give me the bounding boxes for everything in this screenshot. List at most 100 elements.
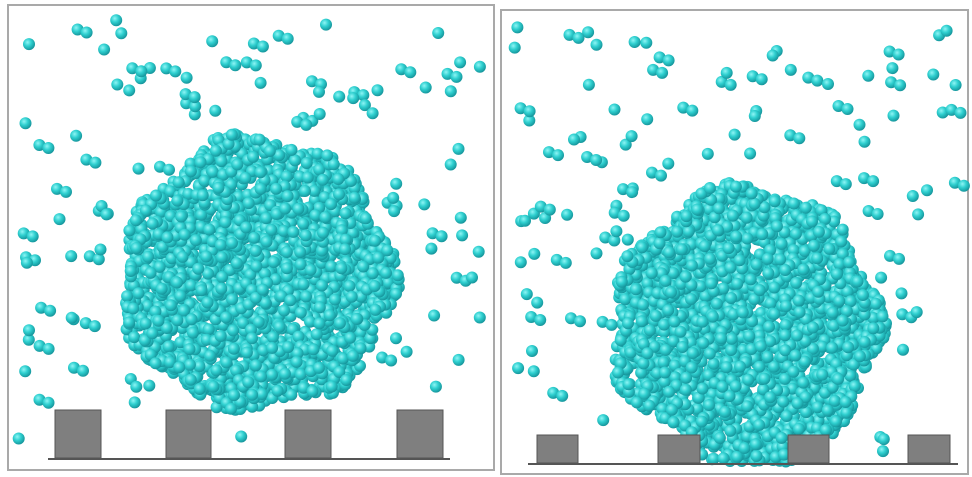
particle [278, 305, 290, 317]
particle [680, 372, 692, 384]
particle [703, 399, 715, 411]
particle [340, 207, 352, 219]
particle [228, 343, 240, 355]
particle [893, 253, 905, 265]
particle [854, 119, 866, 131]
particle [730, 380, 742, 392]
particle [521, 288, 533, 300]
particle [610, 225, 622, 237]
particle [279, 368, 291, 380]
pillar [397, 410, 443, 458]
particle [165, 299, 177, 311]
particle [181, 72, 193, 84]
particle [349, 192, 361, 204]
particle [729, 129, 741, 141]
pillar [537, 435, 578, 463]
particle [146, 327, 158, 339]
particle [837, 224, 849, 236]
pillar [285, 410, 331, 458]
particle [702, 148, 714, 160]
particle [254, 134, 266, 146]
particle [789, 350, 801, 362]
particle [445, 85, 457, 97]
particle [334, 317, 346, 329]
particle [755, 340, 767, 352]
particle [132, 287, 144, 299]
particle [696, 383, 708, 395]
particle [849, 380, 861, 392]
particle [741, 233, 753, 245]
particle [749, 198, 761, 210]
particle [184, 359, 196, 371]
particle [246, 332, 258, 344]
particle [528, 248, 540, 260]
particle [255, 371, 267, 383]
particle [721, 67, 733, 79]
particle [823, 243, 835, 255]
particle [335, 262, 347, 274]
particle [830, 415, 842, 427]
particle [780, 319, 792, 331]
pillar [166, 410, 211, 458]
particle [145, 267, 157, 279]
particle [671, 226, 683, 238]
particle [812, 286, 824, 298]
particle [831, 268, 843, 280]
particle [286, 144, 298, 156]
particle [130, 242, 142, 254]
particle [822, 78, 834, 90]
particle [955, 107, 967, 119]
particle [668, 316, 680, 328]
particle [708, 358, 720, 370]
particle [724, 390, 736, 402]
particle [561, 209, 573, 221]
particle [240, 221, 252, 233]
particle [192, 263, 204, 275]
particle [474, 312, 486, 324]
particle [811, 75, 823, 87]
particle [742, 374, 754, 386]
particle [734, 254, 746, 266]
particle [261, 236, 273, 248]
particle [754, 284, 766, 296]
particle [89, 157, 101, 169]
particle [762, 351, 774, 363]
particle [185, 279, 197, 291]
particle [660, 275, 672, 287]
particle [177, 251, 189, 263]
particle [187, 327, 199, 339]
particle [843, 256, 855, 268]
particle [54, 213, 66, 225]
particle [800, 202, 812, 214]
particle [870, 298, 882, 310]
particle [696, 316, 708, 328]
particle [646, 267, 658, 279]
particle [658, 356, 670, 368]
particle [279, 203, 291, 215]
particle [339, 243, 351, 255]
particle [220, 311, 232, 323]
particle [696, 416, 708, 428]
particle [797, 377, 809, 389]
particle [654, 237, 666, 249]
particle [347, 92, 359, 104]
particle [663, 246, 675, 258]
particle [229, 59, 241, 71]
particle [324, 309, 336, 321]
particle [174, 290, 186, 302]
particle [319, 211, 331, 223]
particle [826, 342, 838, 354]
particle [867, 175, 879, 187]
particle [875, 272, 887, 284]
particle [142, 251, 154, 263]
particle [43, 343, 55, 355]
particle [655, 226, 667, 238]
particle [128, 331, 140, 343]
particle [623, 378, 635, 390]
particle [351, 313, 363, 325]
particle [185, 374, 197, 386]
particle [215, 239, 227, 251]
particle [264, 145, 276, 157]
particle [704, 253, 716, 265]
particle [207, 381, 219, 393]
